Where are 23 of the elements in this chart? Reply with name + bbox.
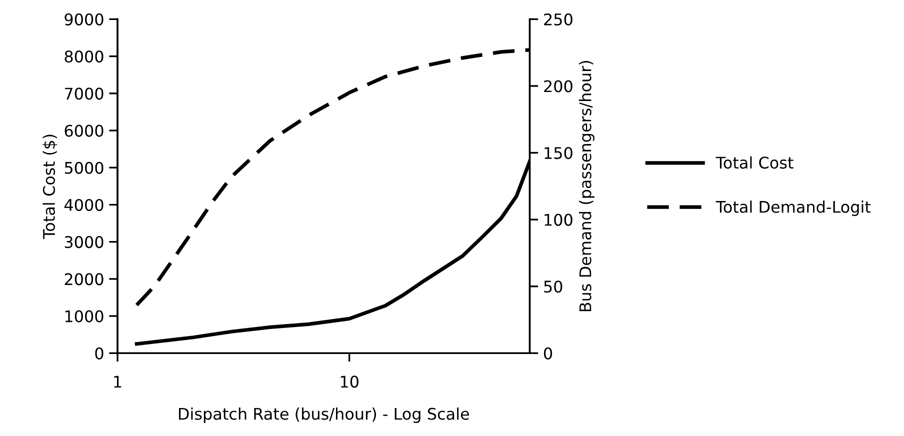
y-tick-label: 7000 — [64, 88, 104, 100]
y-tick-label: 1000 — [65, 310, 104, 322]
legend-label: Total Cost — [716, 156, 794, 169]
y-tick-label: 9000 — [64, 13, 104, 26]
y-axis-title: Total Cost ($) — [42, 134, 58, 240]
y2-tick-label: 200 — [544, 80, 572, 92]
y-tick-label: 0 — [95, 347, 104, 360]
y2-tick-label: 100 — [544, 214, 572, 226]
y2-tick-label: 250 — [544, 13, 572, 26]
y-tick-label: 3000 — [64, 236, 104, 248]
x-tick-label: 1 — [114, 376, 122, 388]
y-tick-label: 6000 — [64, 124, 104, 137]
legend-label: Total Demand-Logit — [716, 200, 871, 216]
x-tick-label: 10 — [340, 376, 358, 388]
x-axis-title: Dispatch Rate (bus/hour) - Log Scale — [178, 408, 469, 423]
y2-axis-title: Bus Demand (passengers/hour) — [578, 61, 594, 312]
y2-tick-label: 50 — [544, 280, 562, 293]
y-tick-label: 5000 — [64, 162, 104, 174]
y-tick-label: 2000 — [64, 273, 104, 286]
y2-tick-label: 150 — [544, 146, 572, 160]
y-tick-label: 4000 — [64, 198, 104, 212]
y-tick-label: 8000 — [64, 50, 104, 63]
y2-tick-label: 0 — [544, 347, 552, 360]
